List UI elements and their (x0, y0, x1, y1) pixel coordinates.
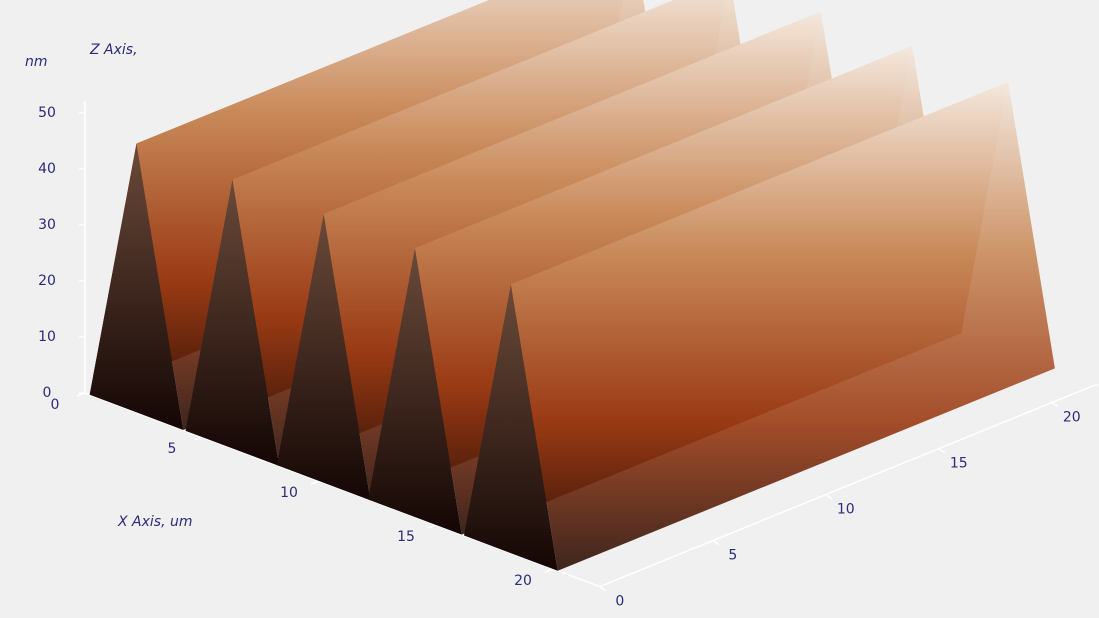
y-tick-label: 5 (728, 548, 737, 564)
z-tick-label: 30 (38, 217, 56, 233)
y-tick-label: 20 (1063, 410, 1081, 426)
chart: Z Axis, nm X Axis, um 0 10 20 30 40 50 0 5 10 15 2… (0, 0, 1099, 618)
z-axis-title: Z Axis, (89, 42, 138, 58)
y-tick-label: 0 (615, 594, 624, 610)
z-axis-unit: nm (25, 54, 48, 70)
x-tick-label: 10 (280, 485, 298, 501)
y-tick-label: 15 (950, 456, 968, 472)
y-tick-label: 10 (837, 502, 855, 518)
z-tick-label: 50 (38, 105, 56, 121)
z-tick-label: 10 (38, 329, 56, 345)
x-axis-title: X Axis, um (117, 514, 193, 530)
x-tick-label: 20 (514, 573, 532, 589)
x-tick-label: 5 (168, 441, 177, 457)
z-tick-label: 40 (38, 161, 56, 177)
x-tick-label: 0 (51, 397, 60, 413)
x-tick-label: 15 (397, 529, 415, 545)
z-tick-label: 20 (38, 273, 56, 289)
